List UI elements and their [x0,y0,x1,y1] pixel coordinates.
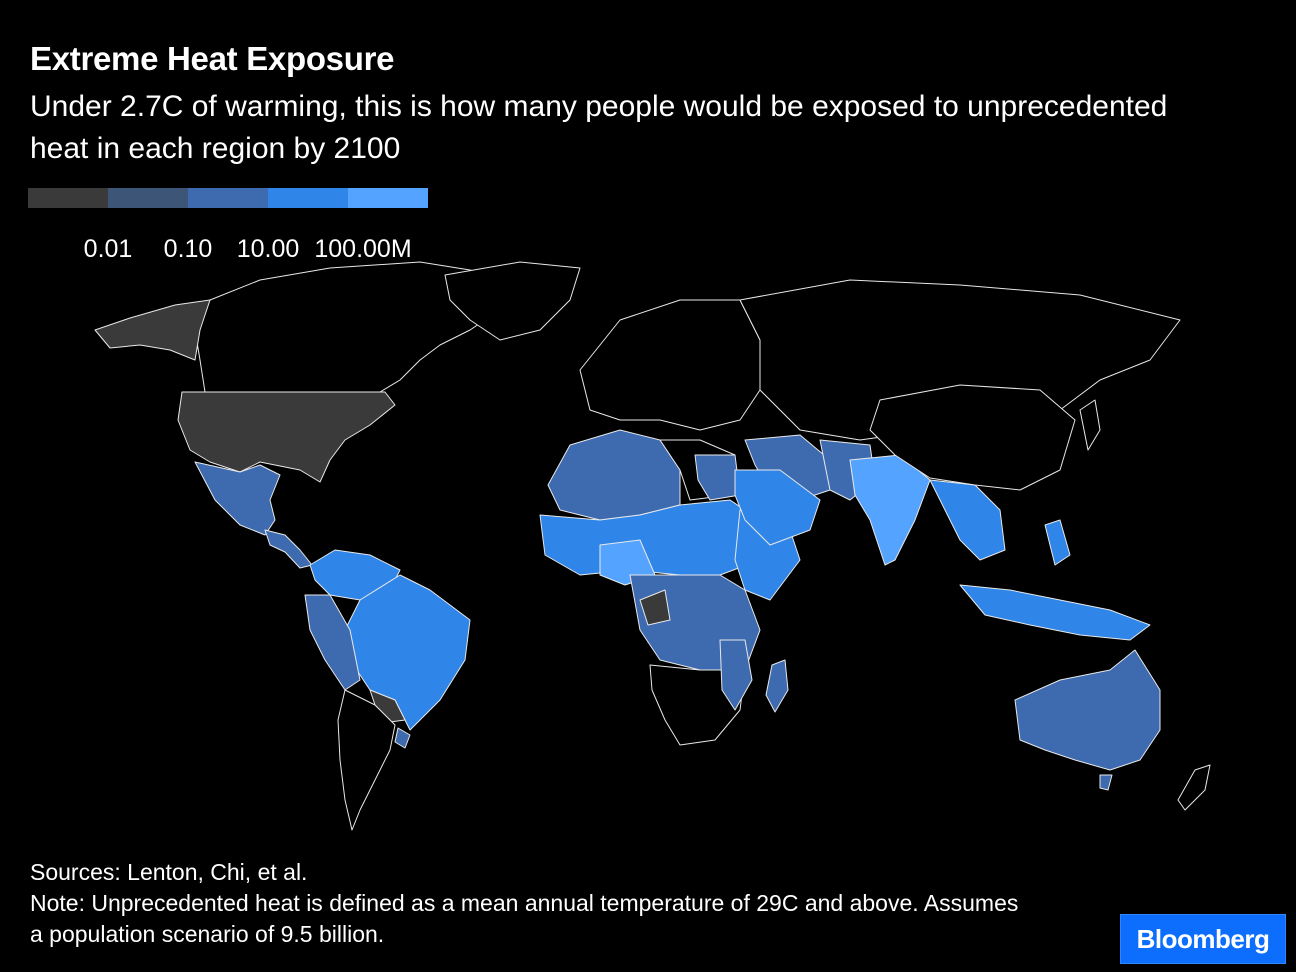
chart-footer: Sources: Lenton, Chi, et al. Note: Unpre… [30,857,1030,950]
region-drc-south [639,589,671,626]
legend-tick-label: 0.01 [83,235,133,263]
region-japan [1079,399,1101,451]
note-text: Note: Unprecedented heat is defined as a… [30,890,1019,947]
legend-swatch-5 [348,188,428,208]
region-southern-africa [649,664,746,746]
region-alaska [94,299,211,361]
bloomberg-logo: Bloomberg [1120,914,1286,964]
region-madagascar [765,659,789,713]
region-peru-bolivia [304,594,361,691]
legend-swatch-1 [28,188,108,208]
chart-subtitle: Under 2.7C of warming, this is how many … [30,90,1168,165]
region-usa [177,391,396,483]
region-china [869,384,1076,491]
region-india [849,454,931,566]
region-mozambique [719,639,753,711]
region-philippines [1044,519,1071,566]
region-mexico [194,461,281,536]
legend-tick-label: 0.10 [163,235,213,263]
color-legend: 0.01 0.10 10.00 100.00M [28,188,458,263]
legend-tick-label: 10.00 [236,235,300,263]
region-uruguay [394,727,411,749]
region-new-zealand [1177,764,1211,811]
region-central-america [264,529,313,569]
world-map [0,250,1296,850]
region-europe [579,299,761,431]
region-arabian-peninsula [734,469,821,546]
legend-swatch-4 [268,188,348,208]
region-egypt [694,454,741,501]
region-indonesia [959,584,1151,641]
legend-color-bar [28,188,458,208]
region-southeast-asia [929,479,1006,561]
region-australia [1014,649,1161,771]
legend-swatch-3 [188,188,268,208]
sources-text: Sources: Lenton, Chi, et al. [30,859,308,885]
chart-title: Extreme Heat Exposure [30,40,395,77]
region-paraguay [369,689,406,723]
legend-swatch-2 [108,188,188,208]
region-tasmania [1099,774,1113,791]
region-north-africa-west [547,429,681,521]
region-greenland [444,261,581,341]
region-argentina-chile [337,689,396,831]
legend-tick-label: 100.00M [314,235,412,263]
